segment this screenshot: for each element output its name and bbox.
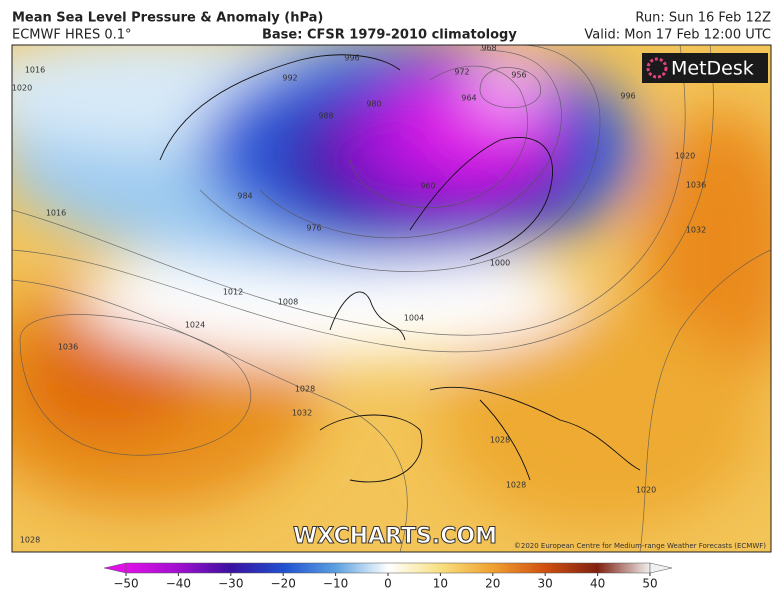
colorbar: −50 −40 −30 −20 −10 0 10 20 30 40 50 [103,562,673,591]
model: ECMWF HRES 0.1° [12,28,132,43]
colorbar-tick-label: −30 [218,577,243,591]
isobar-label: 1024 [185,321,205,330]
colorbar-tick-label: −40 [166,577,191,591]
isobar-label: 1028 [490,436,510,445]
isobar-label: 980 [366,100,381,109]
colorbar-tick-label: −10 [323,577,348,591]
isobar-label: 996 [620,92,635,101]
base: Base: CFSR 1979-2010 climatology [262,28,517,43]
isobar-label: 1020 [12,84,32,93]
isobar-label: 964 [461,94,476,103]
map: 1016 1020 996 992 988 980 984 976 972 968 956 964 96… [12,44,771,552]
colorbar-tick-label: 20 [485,577,500,591]
isobar-label: 984 [237,192,252,201]
isobar-label: 1028 [295,385,315,394]
colorbar-tick-label: 0 [384,577,392,591]
colorbar-tick-label: 10 [433,577,448,591]
colorbar-tick-label: −50 [113,577,138,591]
logo-icon [646,57,668,79]
colorbar-tick-label: 50 [642,577,657,591]
colorbar-gradient [125,562,651,574]
colorbar-tick-label: 30 [538,577,553,591]
isobar-label: 1032 [292,409,312,418]
isobar-label: 1036 [58,343,78,352]
colorbar-tick-label: −20 [271,577,296,591]
title: Mean Sea Level Pressure & Anomaly (hPa) [12,11,323,26]
isobar-labels: 1016 1020 996 992 988 980 984 976 972 968 956 964 96… [12,44,706,545]
map-frame [11,44,772,553]
isobar-label: 1000 [490,259,510,268]
colorbar-arrow-right [649,562,673,574]
logo-text: MetDesk [671,58,754,80]
isobar-label: 992 [282,74,297,83]
run: Run: Sun 16 Feb 12Z [635,11,771,26]
isobar-label: 960 [420,182,435,191]
copyright: ©2020 European Centre for Medium-range W… [514,542,766,550]
colorbar-tick-label: 40 [590,577,605,591]
isobar-label: 1008 [278,298,298,307]
isobar-label: 1020 [636,486,656,495]
isobar-label: 1016 [46,209,66,218]
isobar-label: 988 [318,112,333,121]
isobar-label: 1032 [686,226,706,235]
watermark: WXCHARTS.COM [293,524,497,549]
isobar-label: 1004 [404,314,424,323]
colorbar-arrow-left [103,562,127,574]
isobar-label: 1028 [20,536,40,545]
isobar-label: 996 [344,54,359,63]
logo-box [642,53,768,83]
isobar-label: 1036 [686,181,706,190]
valid: Valid: Mon 17 Feb 12:00 UTC [584,28,771,43]
isobar-label: 1012 [223,288,243,297]
isobar-label: 976 [306,224,321,233]
isobar-label: 972 [454,68,469,77]
isobar-label: 1028 [506,481,526,490]
isobar-label: 956 [511,71,526,80]
isobar-label: 968 [481,44,496,53]
isobar-label: 1020 [675,152,695,161]
isobar-label: 1016 [25,66,45,75]
